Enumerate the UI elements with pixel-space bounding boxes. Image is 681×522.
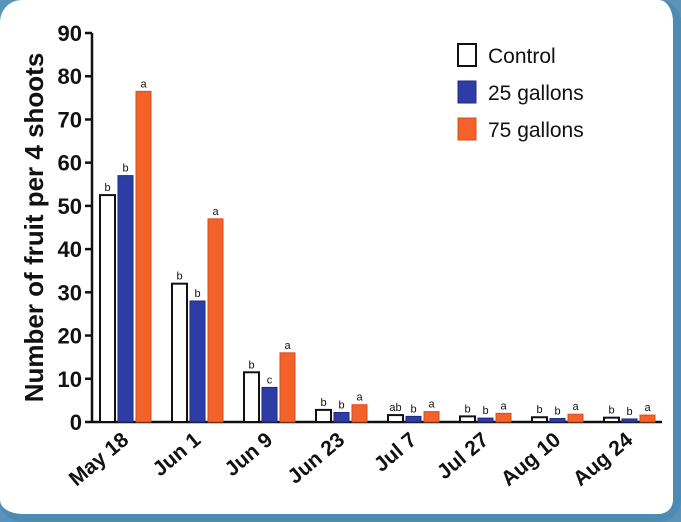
bar-25-gallons [549,418,566,423]
bar-control [315,408,332,423]
legend-swatch [457,80,477,104]
legend-label: 25 gallons [488,82,584,105]
bar-75-gallons [207,218,224,423]
bar-control [243,371,260,423]
legend-swatch [457,117,477,141]
x-tick-label: May 18 [65,428,134,491]
x-tick-label: Jun 1 [148,428,205,481]
bar-significance-label: b [626,406,632,418]
bar-significance-label: b [338,399,344,411]
bar-control [603,416,620,423]
bar-75-gallons [351,404,368,423]
x-tick-label: Aug 24 [569,428,638,491]
y-tick-label: 80 [58,64,82,89]
bar-significance-label: b [248,359,254,371]
bar-significance-label: a [212,206,219,218]
bar-25-gallons [333,411,350,423]
bar-significance-label: b [176,271,182,283]
bar-significance-label: b [536,404,542,416]
bar-control [459,415,476,423]
y-tick-label: 90 [58,21,82,46]
y-tick-label: 40 [58,237,82,262]
y-tick-label: 0 [70,410,82,435]
legend-swatch [457,43,477,67]
bar-75-gallons [279,352,296,423]
x-tick-label: Jun 23 [283,428,349,488]
bar-significance-label: b [320,397,326,409]
y-tick-label: 30 [58,280,82,305]
bar-75-gallons [567,413,584,423]
bar-75-gallons [639,414,656,423]
bar-75-gallons [135,90,152,423]
bar-significance-label: b [410,403,416,415]
bar-significance-label: a [644,402,651,414]
bar-significance-label: b [194,288,200,300]
bar-control [387,414,404,423]
x-tick-label: Aug 10 [497,428,565,491]
bar-control [171,282,188,424]
bar-25-gallons [405,415,422,423]
bar-significance-label: b [608,405,614,417]
bar-25-gallons [261,386,278,423]
bar-significance-label: a [140,78,147,90]
bar-significance-label: b [554,406,560,418]
bar-significance-label: b [122,163,128,175]
bar-25-gallons [189,300,206,423]
bar-75-gallons [495,412,512,423]
legend-label: 75 gallons [488,119,584,142]
y-tick-label: 20 [58,324,82,349]
bar-25-gallons [477,417,494,423]
bar-significance-label: a [356,392,363,404]
x-tick-label: Jul 7 [370,428,421,476]
bar-significance-label: a [572,401,579,413]
y-tick-label: 60 [58,151,82,176]
bar-control [99,194,116,423]
bar-significance-label: a [428,399,435,411]
y-axis-title: Number of fruit per 4 shoots [19,53,49,403]
bar-significance-label: a [500,400,507,412]
bar-control [531,416,548,423]
bar-25-gallons [621,418,638,423]
bar-25-gallons [117,175,134,423]
bar-significance-label: a [284,340,291,352]
bar-significance-label: b [464,403,470,415]
x-tick-label: Jun 9 [220,428,277,481]
bar-significance-label: b [104,182,110,194]
bar-significance-label: ab [389,402,401,414]
x-tick-label: Jul 27 [433,428,493,484]
y-tick-label: 10 [58,367,82,392]
y-tick-label: 50 [58,194,82,219]
bar-significance-label: c [267,374,273,386]
y-tick-label: 70 [58,107,82,132]
bar-75-gallons [423,411,440,423]
bar-significance-label: b [482,405,488,417]
legend-label: Control [488,45,556,68]
